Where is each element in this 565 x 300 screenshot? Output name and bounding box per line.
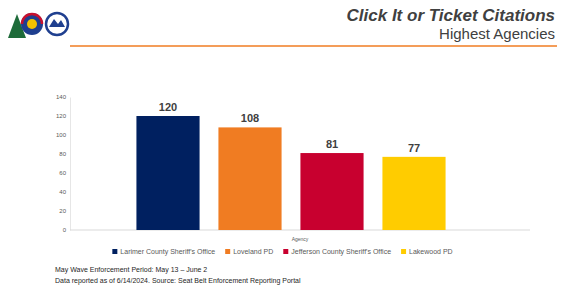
y-tick: 0 bbox=[63, 227, 70, 233]
legend-item: Jefferson County Sheriff's Office bbox=[283, 248, 391, 256]
logo-mountain bbox=[49, 19, 65, 27]
note: May Wave Enforcement Period: May 13 – Ju… bbox=[55, 266, 207, 274]
legend-item: Lakewood PD bbox=[401, 248, 453, 255]
logo-dot bbox=[27, 19, 37, 29]
data-label: 120 bbox=[159, 101, 177, 113]
y-tick-label: 0 bbox=[63, 227, 67, 233]
legend-label: Lakewood PD bbox=[409, 248, 453, 255]
note: Data reported as of 6/14/2024. Source: S… bbox=[55, 277, 301, 285]
bars bbox=[136, 116, 445, 230]
y-tick: 20 bbox=[59, 208, 70, 214]
y-tick-label: 20 bbox=[59, 208, 66, 214]
logo-ring bbox=[46, 13, 68, 35]
data-label: 81 bbox=[326, 138, 338, 150]
logo-circle bbox=[21, 13, 43, 35]
y-axis: 0 20 40 60 80 100 120 140 bbox=[56, 94, 71, 233]
legend-label: Larimer County Sheriff's Office bbox=[120, 248, 215, 256]
legend-item: Loveland PD bbox=[225, 248, 273, 255]
chart: Click It or Ticket CitationsHighest Agen… bbox=[0, 0, 565, 300]
logo-arc bbox=[22, 14, 42, 24]
y-tick-label: 120 bbox=[56, 113, 67, 119]
legend-item: Larimer County Sheriff's Office bbox=[112, 248, 215, 256]
data-label: 108 bbox=[241, 112, 259, 124]
bar bbox=[300, 153, 363, 230]
y-tick-label: 140 bbox=[56, 94, 67, 100]
y-tick: 40 bbox=[59, 189, 70, 195]
legend-label: Loveland PD bbox=[233, 248, 273, 255]
logo bbox=[8, 13, 68, 38]
notes: May Wave Enforcement Period: May 13 – Ju… bbox=[55, 266, 301, 285]
y-tick: 100 bbox=[56, 132, 70, 138]
subtitle: Highest Agencies bbox=[439, 25, 555, 42]
bar bbox=[382, 157, 445, 230]
legend-swatch bbox=[225, 249, 230, 254]
y-tick: 80 bbox=[59, 151, 70, 157]
legend-swatch bbox=[401, 249, 406, 254]
y-tick-label: 80 bbox=[59, 151, 66, 157]
title: Click It or Ticket Citations bbox=[347, 6, 555, 25]
legend-swatch bbox=[112, 249, 117, 254]
y-tick: 120 bbox=[56, 113, 70, 119]
y-tick: 60 bbox=[59, 170, 70, 176]
bar bbox=[136, 116, 199, 230]
legend-swatch bbox=[283, 249, 288, 254]
bar bbox=[218, 127, 281, 230]
y-tick-label: 100 bbox=[56, 132, 67, 138]
y-tick-label: 40 bbox=[59, 189, 66, 195]
data-label: 77 bbox=[408, 142, 420, 154]
legend-label: Jefferson County Sheriff's Office bbox=[291, 248, 391, 256]
y-tick: 140 bbox=[56, 94, 70, 100]
data-labels: 120 108 81 77 bbox=[159, 101, 420, 154]
x-axis-title: Agency bbox=[292, 236, 309, 242]
legend: Larimer County Sheriff's Office Loveland … bbox=[112, 248, 452, 256]
header-rule bbox=[70, 45, 557, 47]
y-axis-line bbox=[70, 98, 71, 231]
y-tick-label: 60 bbox=[59, 170, 66, 176]
